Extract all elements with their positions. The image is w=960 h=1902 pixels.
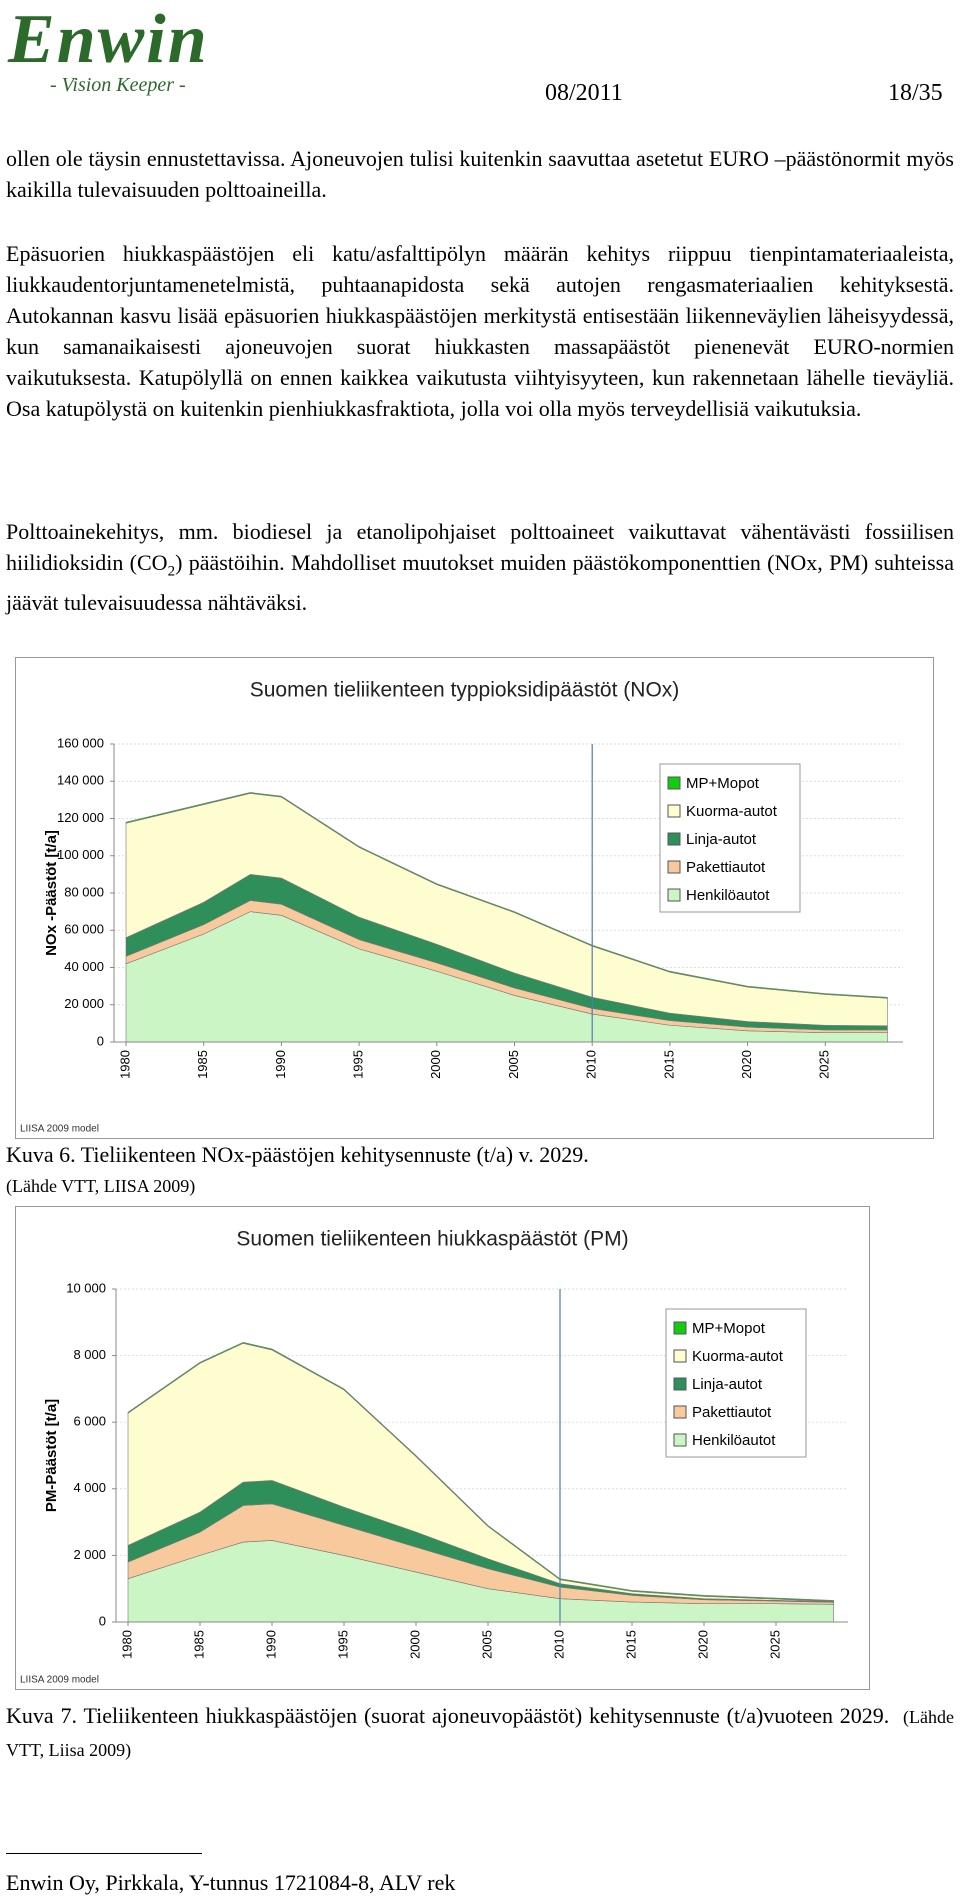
- chart: Suomen tieliikenteen hiukkaspäästöt (PM)…: [15, 1206, 870, 1690]
- x-tick-label: 2020: [739, 1050, 754, 1079]
- x-tick-label: 2010: [551, 1630, 566, 1659]
- legend-swatch: [673, 1405, 687, 1419]
- y-tick-label: 2 000: [73, 1547, 106, 1562]
- x-tick-label: 1980: [117, 1050, 132, 1079]
- area-band: [125, 792, 888, 999]
- legend-swatch: [667, 804, 681, 818]
- legend-box: [665, 1308, 807, 1458]
- legend-swatch: [667, 832, 681, 846]
- paragraph: Epäsuorien hiukkaspäästöjen eli katu/asf…: [6, 241, 954, 421]
- legend-label: Pakettiautot: [692, 1404, 772, 1421]
- caption: Kuva 6. Tieliikenteen NOx-päästöjen kehi…: [6, 1142, 589, 1167]
- area-band: [127, 1341, 834, 1602]
- x-tick-label: 1985: [195, 1050, 210, 1079]
- chart-note: LIISA 2009 model: [20, 1675, 99, 1686]
- chart: Suomen tieliikenteen typpioksidipäästöt …: [15, 657, 934, 1139]
- legend-label: Linja-autot: [692, 1376, 763, 1393]
- legend-label: Kuorma-autot: [686, 803, 778, 820]
- legend-swatch: [673, 1321, 687, 1335]
- legend-label: Henkilöautot: [686, 887, 770, 904]
- footer-rule: [6, 1853, 202, 1854]
- x-tick-label: 2000: [428, 1050, 443, 1079]
- x-tick-label: 1990: [273, 1050, 288, 1079]
- footer: Enwin Oy, Pirkkala, Y-tunnus 1721084-8, …: [6, 1870, 456, 1895]
- chart-title: Suomen tieliikenteen hiukkaspäästöt (PM): [236, 1228, 628, 1251]
- x-tick-label: 2025: [817, 1050, 832, 1079]
- x-tick-label: 2015: [623, 1630, 638, 1659]
- text: Polttoainekehitys, mm. biodiesel ja etan…: [6, 519, 954, 575]
- y-tick-label: 80 000: [64, 884, 104, 899]
- page-number: 18/35: [888, 80, 943, 106]
- legend-swatch: [667, 860, 681, 874]
- x-tick-label: 1985: [191, 1630, 206, 1659]
- caption-text: Kuva 7. Tieliikenteen hiukkaspäästöjen (…: [6, 1703, 890, 1728]
- x-tick-label: 1980: [119, 1630, 134, 1659]
- tagline: - Vision Keeper -: [50, 74, 186, 96]
- x-tick-label: 1990: [263, 1630, 278, 1659]
- legend-label: MP+Mopot: [686, 775, 760, 792]
- y-axis-label: PM-Päästöt [t/a]: [43, 1399, 60, 1512]
- x-tick-label: 2010: [584, 1050, 599, 1079]
- x-tick-label: 1995: [335, 1630, 350, 1659]
- caption-source: (Lähde VTT, LIISA 2009): [6, 1176, 196, 1196]
- text: ) päästöihin. Mahdolliset muutokset muid…: [6, 550, 954, 616]
- x-tick-label: 2015: [661, 1050, 676, 1079]
- x-tick-label: 1995: [351, 1050, 366, 1079]
- legend-label: Linja-autot: [686, 831, 757, 848]
- y-tick-label: 160 000: [57, 735, 104, 750]
- y-tick-label: 10 000: [66, 1280, 106, 1295]
- y-tick-label: 120 000: [57, 810, 104, 825]
- paragraph: Polttoainekehitys, mm. biodiesel ja etan…: [6, 516, 954, 618]
- caption-source: (Lähde VTT, Liisa 2009): [6, 1707, 954, 1760]
- y-tick-label: 20 000: [64, 996, 104, 1011]
- legend-box: [659, 763, 801, 913]
- date: 08/2011: [545, 80, 623, 106]
- y-tick-label: 0: [97, 1033, 104, 1048]
- y-tick-label: 8 000: [73, 1347, 106, 1362]
- y-tick-label: 0: [99, 1613, 106, 1628]
- legend-swatch: [673, 1377, 687, 1391]
- legend-label: MP+Mopot: [692, 1320, 766, 1337]
- x-tick-label: 2005: [479, 1630, 494, 1659]
- legend-swatch: [673, 1349, 687, 1363]
- x-tick-label: 2000: [407, 1630, 422, 1659]
- y-tick-label: 60 000: [64, 922, 104, 937]
- y-tick-label: 40 000: [64, 959, 104, 974]
- chart-title: Suomen tieliikenteen typpioksidipäästöt …: [250, 679, 680, 702]
- logo: Enwin: [8, 1, 209, 78]
- x-tick-label: 2025: [767, 1630, 782, 1659]
- y-tick-label: 140 000: [57, 773, 104, 788]
- legend-label: Kuorma-autot: [692, 1348, 784, 1365]
- legend-label: Henkilöautot: [692, 1432, 776, 1449]
- y-tick-label: 4 000: [73, 1480, 106, 1495]
- legend-swatch: [667, 888, 681, 902]
- y-tick-label: 6 000: [73, 1414, 106, 1429]
- subscript: 2: [167, 563, 176, 580]
- caption: Kuva 7. Tieliikenteen hiukkaspäästöjen (…: [6, 1700, 954, 1766]
- legend-swatch: [667, 776, 681, 790]
- chart-note: LIISA 2009 model: [20, 1124, 99, 1135]
- y-tick-label: 100 000: [57, 847, 104, 862]
- y-axis-label: NOx -Päästöt [t/a]: [43, 830, 60, 956]
- x-tick-label: 2005: [506, 1050, 521, 1079]
- paragraph: ollen ole täysin ennustettavissa. Ajoneu…: [6, 146, 954, 202]
- x-tick-label: 2020: [695, 1630, 710, 1659]
- legend-swatch: [673, 1433, 687, 1447]
- legend-label: Pakettiautot: [686, 859, 766, 876]
